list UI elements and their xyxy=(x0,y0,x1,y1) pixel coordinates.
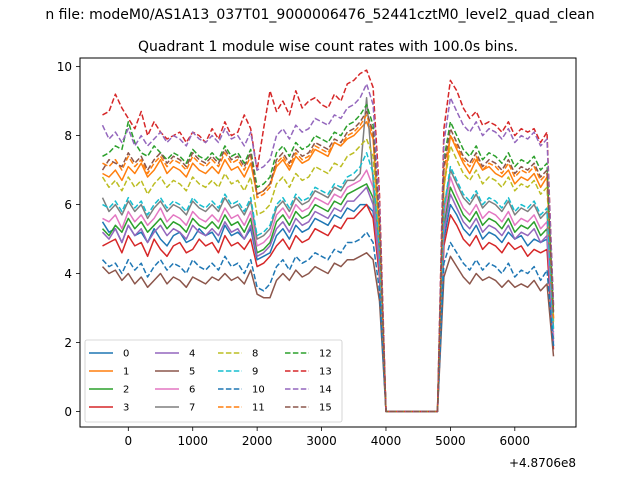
series-line-11 xyxy=(102,114,555,413)
legend-label-3: 3 xyxy=(123,403,129,414)
legend-label-13: 13 xyxy=(319,367,332,378)
x-tick-label: 3000 xyxy=(306,434,337,448)
series-line-12 xyxy=(102,103,555,413)
series-line-10 xyxy=(101,231,555,413)
x-tick-label: 6000 xyxy=(500,434,531,448)
series-layer xyxy=(101,69,555,413)
legend-label-4: 4 xyxy=(189,349,195,360)
x-tick-label: 4000 xyxy=(371,434,402,448)
legend-label-0: 0 xyxy=(123,349,129,360)
series-line-6 xyxy=(102,169,555,413)
y-tick-label: 2 xyxy=(64,336,72,350)
y-axis: 0 2 4 6 8 10 xyxy=(57,60,80,419)
series-line-13 xyxy=(102,69,555,413)
legend-box xyxy=(84,339,343,423)
series-line-8 xyxy=(101,138,555,413)
series-line-5 xyxy=(101,252,555,413)
series-line-2 xyxy=(101,183,555,413)
figure-suptitle: n file: modeM0/AS1A13_037T01_9000006476_… xyxy=(45,7,594,23)
chart-title: Quadrant 1 module wise count rates with … xyxy=(138,39,518,55)
legend-label-6: 6 xyxy=(189,385,195,396)
legend-label-1: 1 xyxy=(123,367,129,378)
series-line-14 xyxy=(101,83,555,413)
x-tick-label: 5000 xyxy=(435,434,466,448)
y-tick-label: 0 xyxy=(64,405,72,419)
x-tick-label: 1000 xyxy=(177,434,208,448)
series-line-4 xyxy=(101,186,555,413)
series-line-3 xyxy=(102,203,555,413)
x-tick-label: 2000 xyxy=(242,434,273,448)
y-tick-label: 6 xyxy=(64,198,72,212)
legend-label-12: 12 xyxy=(319,349,332,360)
series-line-1 xyxy=(102,121,555,413)
legend-label-11: 11 xyxy=(252,403,265,414)
plot-frame xyxy=(79,57,577,428)
legend-label-14: 14 xyxy=(319,385,332,396)
y-tick-label: 4 xyxy=(64,267,72,281)
series-line-15 xyxy=(101,110,555,413)
x-axis: 0 1000 2000 3000 4000 5000 6000 xyxy=(124,427,530,448)
series-line-7 xyxy=(101,96,555,413)
series-line-0 xyxy=(101,203,555,413)
legend-label-15: 15 xyxy=(319,403,332,414)
y-tick-label: 10 xyxy=(57,60,72,74)
series-line-9 xyxy=(102,152,555,413)
y-tick-label: 8 xyxy=(64,129,72,143)
legend-label-9: 9 xyxy=(252,367,258,378)
legend-label-10: 10 xyxy=(252,385,265,396)
x-tick-label: 0 xyxy=(124,434,132,448)
legend-label-5: 5 xyxy=(189,367,195,378)
x-offset-label: +4.8706e8 xyxy=(509,456,576,470)
legend-label-8: 8 xyxy=(252,349,258,360)
legend-label-7: 7 xyxy=(189,403,195,414)
legend-label-2: 2 xyxy=(123,385,129,396)
